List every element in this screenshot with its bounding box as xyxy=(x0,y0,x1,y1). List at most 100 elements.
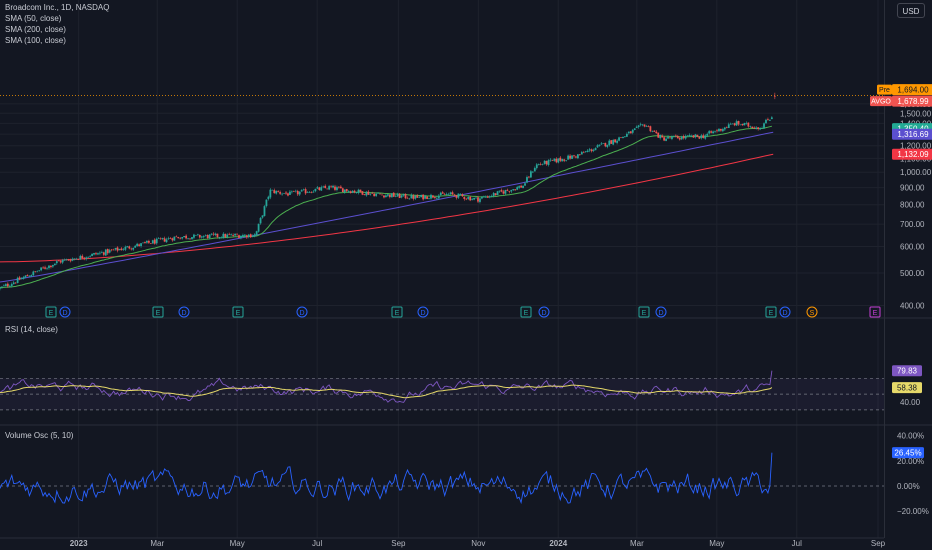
sma-200-badge-bg xyxy=(892,148,932,160)
price-tick: 1,500.00 xyxy=(900,109,932,118)
earnings-marker[interactable]: E xyxy=(232,306,244,318)
candle-body xyxy=(606,144,609,148)
candle-body xyxy=(439,192,442,196)
candle-body xyxy=(328,186,331,190)
candle-body xyxy=(390,193,393,198)
sma-100-line xyxy=(0,131,774,283)
candle-body xyxy=(528,176,530,178)
candle-body xyxy=(324,185,327,188)
candle-body xyxy=(308,191,311,193)
sma-50-curve xyxy=(0,125,773,289)
sma-50-label[interactable]: SMA (50, close) xyxy=(5,14,62,23)
candle-body xyxy=(198,234,201,238)
candle-body xyxy=(763,123,765,129)
sma-100-label[interactable]: SMA (100, close) xyxy=(5,36,66,45)
candle-body xyxy=(12,282,15,285)
candle-body xyxy=(171,238,174,241)
candle-body xyxy=(279,192,282,194)
rsi-line xyxy=(0,370,773,403)
earnings-marker[interactable]: E xyxy=(520,306,532,318)
currency-button[interactable]: USD xyxy=(897,3,925,18)
candle-body xyxy=(420,194,423,198)
candle-body xyxy=(590,149,593,152)
candle-body xyxy=(353,190,356,193)
time-tick: Jul xyxy=(312,539,322,548)
candle-body xyxy=(245,235,248,238)
candle-body xyxy=(257,223,260,232)
candle-body xyxy=(520,185,522,188)
candle-body xyxy=(737,121,740,125)
split-marker[interactable]: S xyxy=(806,306,818,318)
candle-body xyxy=(426,196,428,199)
candle-body xyxy=(151,240,154,244)
candle-body xyxy=(582,152,585,154)
candle-body xyxy=(296,191,299,195)
candle-body xyxy=(559,157,562,161)
marker-box xyxy=(638,306,650,318)
candle-body xyxy=(680,136,683,140)
candle-body xyxy=(365,191,368,196)
candle-body xyxy=(575,156,577,158)
candle-body xyxy=(371,193,374,194)
candle-body xyxy=(87,256,90,258)
candle-body xyxy=(761,127,763,129)
earnings-marker[interactable]: E xyxy=(638,306,650,318)
dividend-marker[interactable]: D xyxy=(538,306,550,318)
candle-body xyxy=(300,190,303,192)
marker-letter: D xyxy=(299,310,304,317)
dividend-marker[interactable]: D xyxy=(178,306,190,318)
candle-body xyxy=(627,131,630,134)
rsi-ma-line xyxy=(0,384,773,399)
earnings-marker[interactable]: E xyxy=(45,306,57,318)
candle-body xyxy=(741,124,744,126)
candle-body xyxy=(533,168,536,172)
sma-200-label[interactable]: SMA (200, close) xyxy=(5,25,66,34)
candle-body xyxy=(404,193,407,199)
time-tick: Mar xyxy=(630,539,644,548)
candle-body xyxy=(16,277,19,283)
candle-body xyxy=(112,249,115,251)
candle-body xyxy=(704,135,707,139)
candle-body xyxy=(731,123,734,125)
candle-body xyxy=(676,136,679,139)
candle-body xyxy=(0,287,1,289)
dividend-marker[interactable]: D xyxy=(59,306,71,318)
earnings-marker[interactable]: E xyxy=(391,306,403,318)
marker-box xyxy=(765,306,777,318)
candle-body xyxy=(394,196,397,197)
candle-body xyxy=(316,187,319,189)
candle-body xyxy=(551,159,554,161)
candle-body xyxy=(725,127,728,128)
time-tick: 2024 xyxy=(549,539,567,548)
candle-body xyxy=(622,136,624,139)
dividend-marker[interactable]: D xyxy=(417,306,429,318)
dividend-marker[interactable]: D xyxy=(779,306,791,318)
candle-body xyxy=(193,234,195,238)
candle-body xyxy=(624,136,626,137)
candle-body xyxy=(32,271,35,276)
candle-body xyxy=(175,236,178,238)
earnings-marker[interactable]: E xyxy=(152,306,164,318)
candle-body xyxy=(24,275,27,278)
candle-body xyxy=(330,186,332,188)
volume-osc-tick: 20.00% xyxy=(897,457,924,466)
earnings-marker[interactable]: E xyxy=(869,306,881,318)
candle-body xyxy=(727,124,730,128)
dividend-marker[interactable]: D xyxy=(655,306,667,318)
candle-body xyxy=(735,121,738,126)
candle-body xyxy=(684,135,687,139)
candle-body xyxy=(208,234,211,239)
earnings-marker[interactable]: E xyxy=(765,306,777,318)
candle-body xyxy=(567,155,570,160)
candle-body xyxy=(130,248,133,250)
candle-body xyxy=(500,190,503,192)
candle-body xyxy=(494,193,497,196)
candle-body xyxy=(243,234,246,236)
price-tick: 1,200.00 xyxy=(900,142,932,151)
volume-osc-label[interactable]: Volume Osc (5, 10) xyxy=(5,431,74,440)
rsi-label[interactable]: RSI (14, close) xyxy=(5,325,58,334)
dividend-marker[interactable]: D xyxy=(296,306,308,318)
candle-body xyxy=(580,152,583,155)
